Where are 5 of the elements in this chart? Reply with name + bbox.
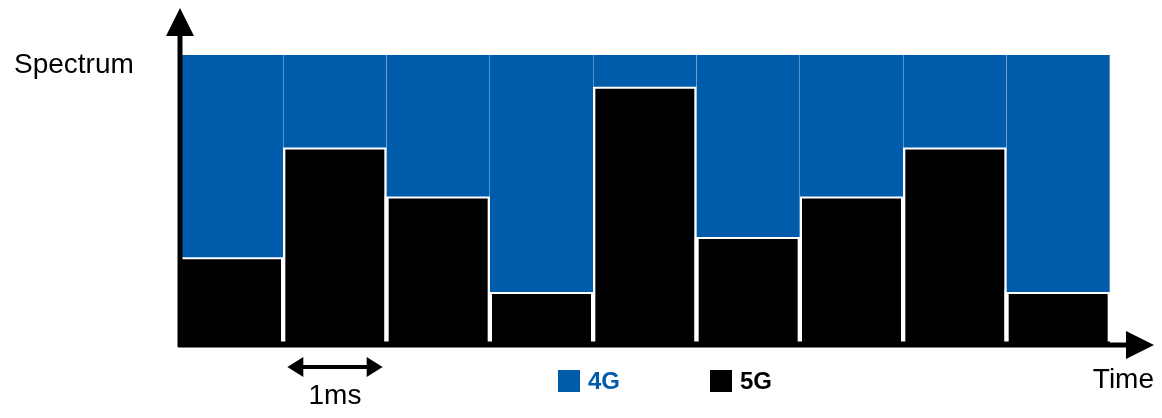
x-axis-title: Time [1092, 363, 1154, 395]
legend-label: 5G [739, 367, 773, 395]
y-axis-title: Spectrum [14, 48, 134, 80]
legend-label: 4G [587, 367, 621, 395]
text: 1ms [307, 379, 363, 411]
